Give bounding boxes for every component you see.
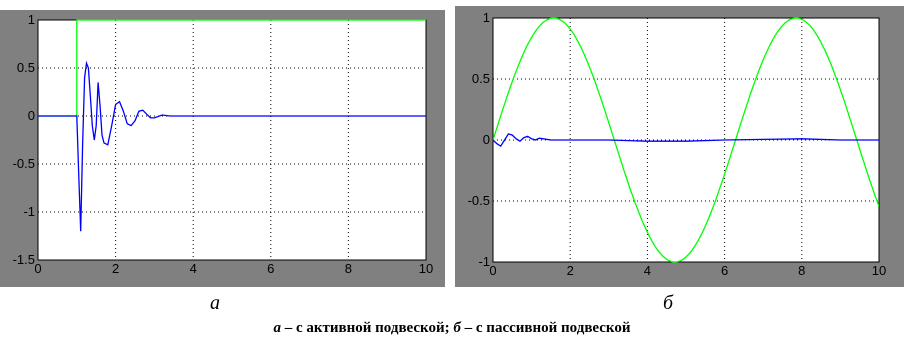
y-tick-label: 0.5 [17,60,35,75]
plot-area [37,19,427,261]
chart-b: 10.50-0.5-10 2 4 6 8 10 [455,6,904,287]
x-tick-label: 0 [489,263,496,278]
x-tick-label: 6 [267,261,274,276]
subplot-label-b: б [663,292,674,314]
caption-text-b: – с пассивной подвеской [460,320,631,336]
figure-caption: а – с активной подвеской; б – с пассивно… [0,320,904,337]
y-tick-label: 0.5 [472,71,490,86]
x-tick-label: 10 [872,263,886,278]
caption-label-a: а [273,320,281,336]
y-tick-label: -0.5 [468,193,490,208]
x-tick-label: 2 [112,261,119,276]
x-tick-label: 10 [419,261,433,276]
y-tick-label: 0 [483,132,490,147]
x-tick-label: 0 [34,261,41,276]
y-tick-label: 1 [483,10,490,25]
y-tick-label: 0 [28,108,35,123]
y-tick-label: -1 [478,254,490,269]
x-tick-label: 4 [190,261,197,276]
series-line-2 [493,133,879,147]
series-line-1 [493,17,879,263]
x-tick-label: 6 [721,263,728,278]
y-tick-label: -1 [23,204,35,219]
x-tick-label: 2 [567,263,574,278]
x-tick-label: 4 [644,263,651,278]
y-tick-label: 1 [28,12,35,27]
x-tick-label: 8 [798,263,805,278]
chart-a: 10.50-0.5-1-1.50 2 4 6 8 10 [0,10,445,287]
x-tick-label: 8 [345,261,352,276]
subplot-label-a: а [210,292,220,314]
y-tick-label: -1.5 [13,252,35,267]
caption-text-a: – с активной подвеской; [280,320,454,336]
series-line-2 [38,60,426,232]
y-tick-label: -0.5 [13,156,35,171]
caption-label-b: б [453,320,461,336]
